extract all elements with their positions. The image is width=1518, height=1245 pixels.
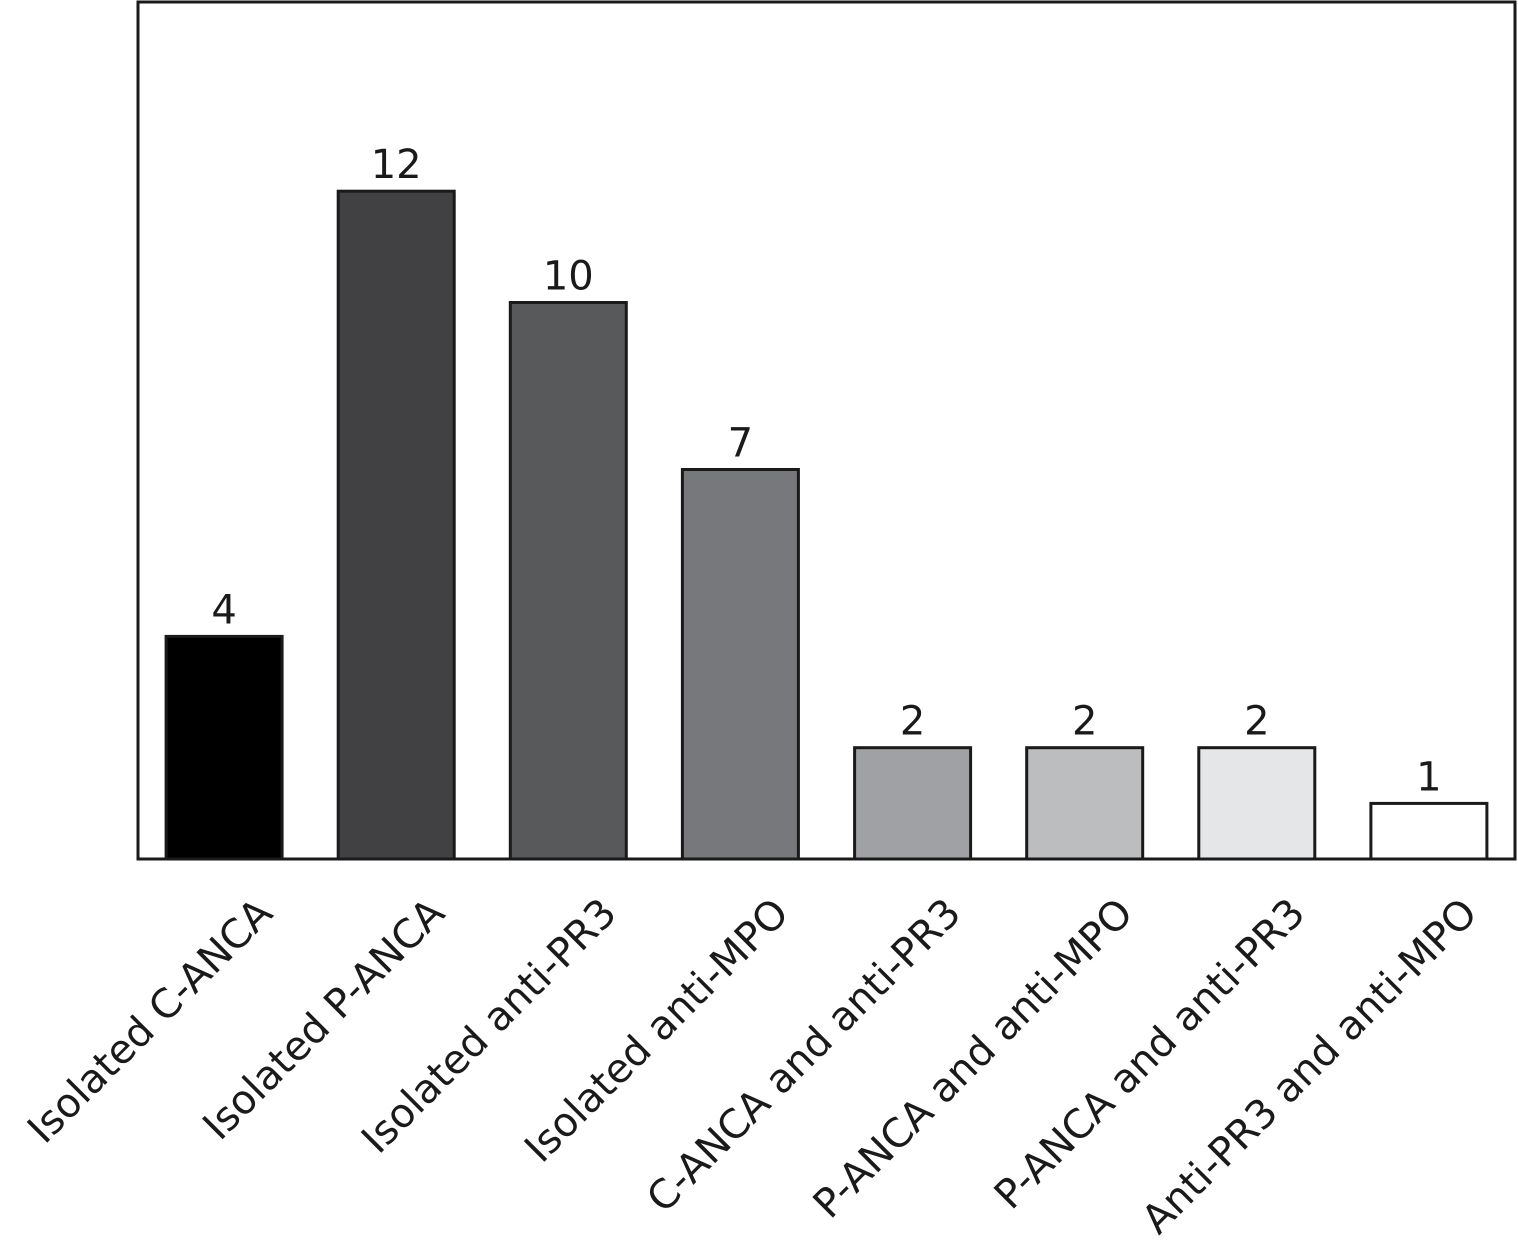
value-label-5: 2 [900, 699, 925, 745]
bars-group [164, 189, 1489, 861]
value-label-6: 2 [1072, 699, 1097, 745]
bar-2 [336, 189, 456, 861]
value-label-4: 7 [728, 421, 753, 467]
value-label-1: 4 [211, 587, 236, 633]
value-label-2: 12 [371, 142, 422, 188]
bar-3 [508, 301, 628, 861]
category-label-8: Anti-PR3 and anti-MPO [1133, 890, 1486, 1243]
bar-1 [164, 634, 284, 861]
bar-5 [853, 746, 973, 861]
value-labels-group: 4 12 10 7 2 2 2 1 [211, 142, 1441, 800]
bar-8 [1369, 801, 1489, 861]
bar-4 [680, 468, 800, 861]
value-label-3: 10 [543, 254, 594, 300]
plot-frame [136, 0, 1517, 861]
category-label-6: P-ANCA and anti-MPO [805, 890, 1142, 1227]
bar-6 [1025, 746, 1145, 861]
category-label-5: C-ANCA and anti-PR3 [638, 890, 970, 1222]
value-label-8: 1 [1416, 754, 1441, 800]
bar-7 [1197, 746, 1317, 861]
category-label-7: P-ANCA and anti-PR3 [986, 890, 1314, 1218]
value-label-7: 2 [1244, 699, 1269, 745]
